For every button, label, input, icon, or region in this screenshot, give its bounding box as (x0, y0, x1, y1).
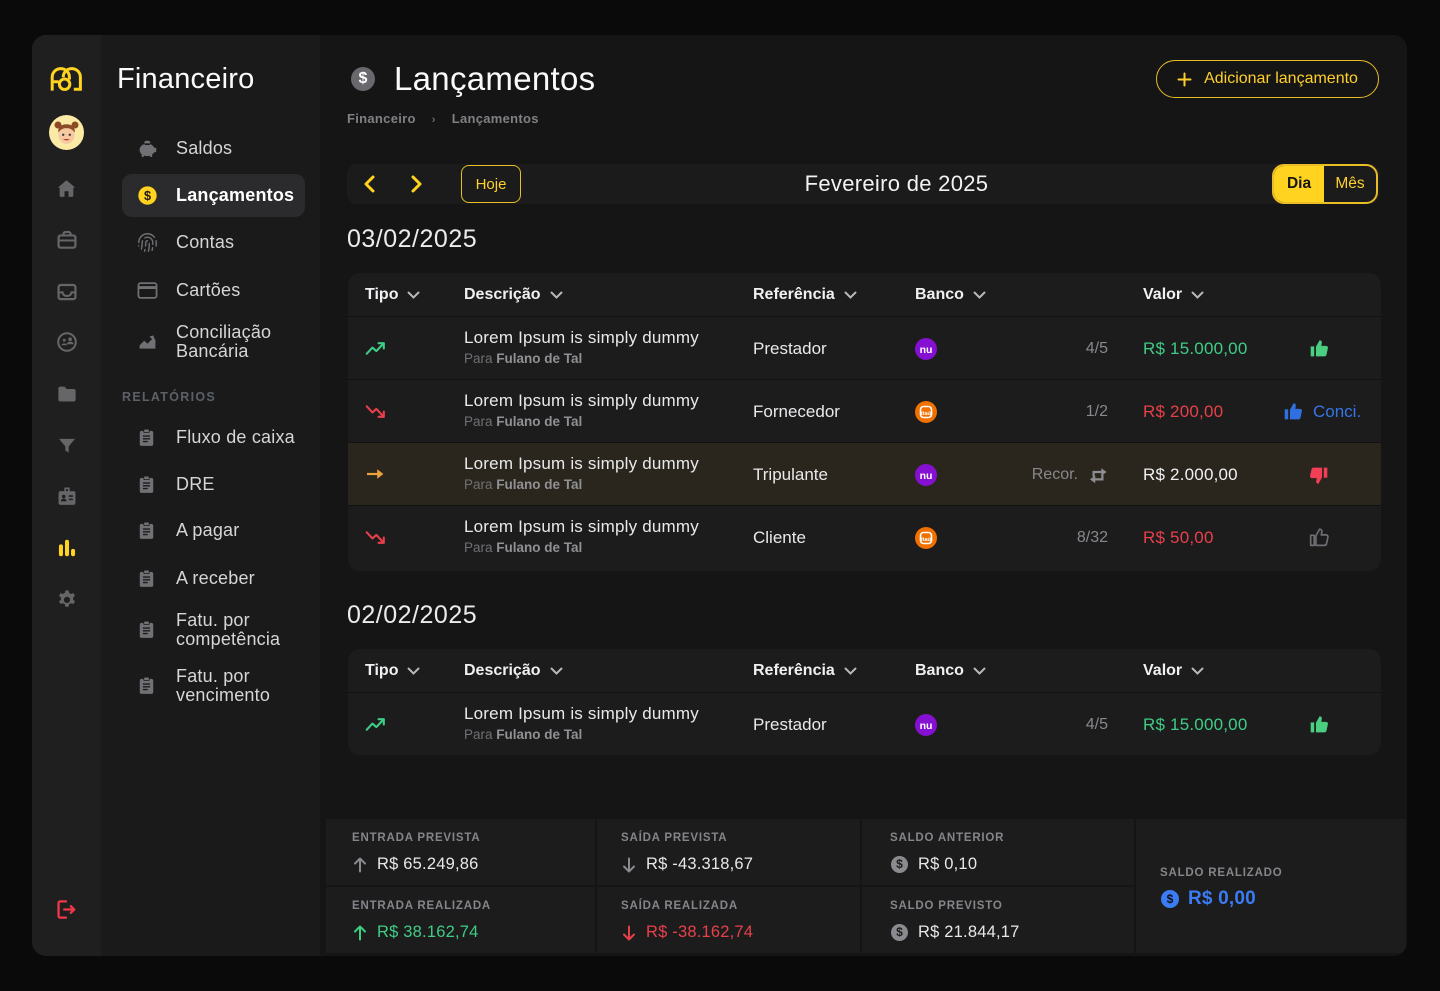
svg-text:$: $ (144, 189, 151, 203)
svg-text:nu: nu (920, 470, 933, 482)
svg-text:itaú: itaú (921, 537, 931, 543)
svg-text:itaú: itaú (921, 411, 931, 417)
svg-text:nu: nu (920, 344, 933, 356)
svg-text:nu: nu (920, 720, 933, 732)
